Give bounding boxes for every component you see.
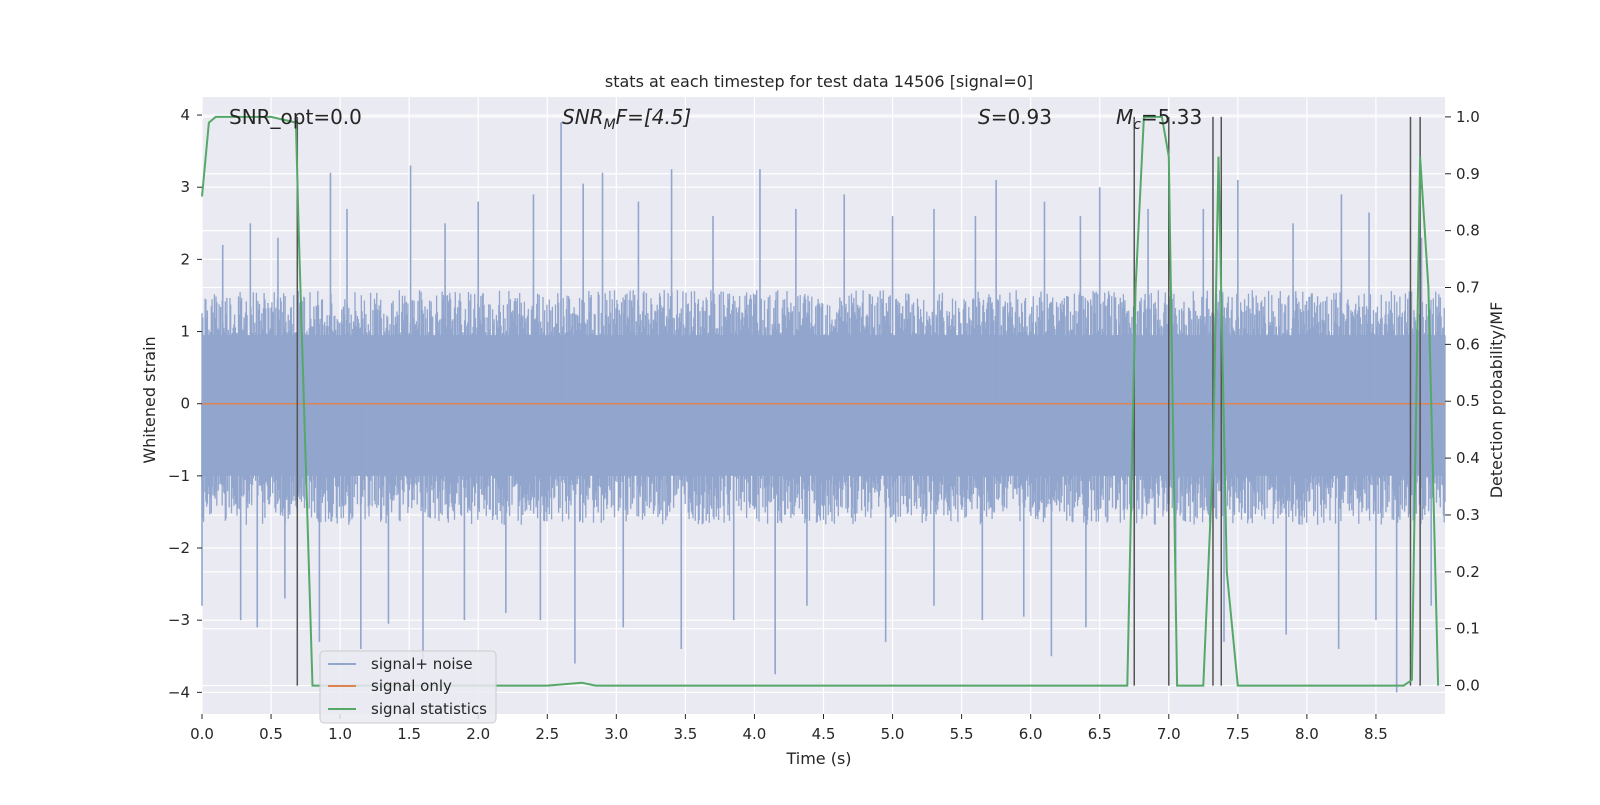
x-tick-label: 5.0 bbox=[881, 725, 905, 743]
y-right-tick-label: 0.7 bbox=[1456, 279, 1480, 297]
y-left-tick-label: 3 bbox=[180, 178, 190, 196]
noise-series bbox=[201, 122, 1446, 693]
annotation-mc-value: =5.33 bbox=[1141, 105, 1202, 129]
y-right-tick-label: 0.2 bbox=[1456, 563, 1480, 581]
y-left-tick-label: 2 bbox=[180, 250, 190, 268]
annotation-s-label: S bbox=[978, 105, 991, 129]
annotation-mc-sub: c bbox=[1133, 117, 1141, 133]
legend-label-statistics: signal statistics bbox=[371, 700, 487, 718]
x-tick-label: 5.5 bbox=[950, 725, 974, 743]
x-tick-label: 3.5 bbox=[673, 725, 697, 743]
y-left-axis-label: Whitened strain bbox=[140, 336, 159, 463]
x-tick-label: 3.0 bbox=[604, 725, 628, 743]
annotation-s: S=0.93 bbox=[978, 105, 1052, 129]
y-right-axis-ticks: 0.0 0.1 0.2 0.3 0.4 0.5 0.6 0.7 0.8 0.9 1.0 bbox=[1445, 108, 1480, 695]
x-axis-label: Time (s) bbox=[785, 749, 851, 768]
annotation-snr-mf-label: SNR bbox=[562, 105, 604, 129]
x-tick-label: 8.5 bbox=[1364, 725, 1388, 743]
signal-statistics-series bbox=[201, 115, 1440, 687]
x-tick-label: 2.0 bbox=[466, 725, 490, 743]
x-tick-label: 8.0 bbox=[1295, 725, 1319, 743]
x-tick-label: 7.0 bbox=[1157, 725, 1181, 743]
annotation-snr-mf-sub: M bbox=[604, 117, 616, 133]
x-axis-ticks: 0.0 0.5 1.0 1.5 2.0 2.5 3.0 3.5 4.0 4.5 5.0 5.5 6.0 6… bbox=[190, 714, 1388, 743]
y-right-tick-label: 0.9 bbox=[1456, 165, 1480, 183]
y-right-tick-label: 0.6 bbox=[1456, 335, 1480, 353]
annotation-snr-mf: SNRMF=[4.5] bbox=[562, 105, 691, 133]
y-right-tick-label: 0.4 bbox=[1456, 449, 1480, 467]
legend-label-signal-only: signal only bbox=[371, 677, 452, 695]
annotation-mc: Mc=5.33 bbox=[1116, 105, 1202, 133]
x-tick-label: 2.5 bbox=[535, 725, 559, 743]
annotation-snr-opt: SNR_opt=0.0 bbox=[229, 105, 362, 129]
x-tick-label: 0.5 bbox=[259, 725, 283, 743]
y-left-axis-ticks: −4 −3 −2 −1 0 1 2 3 4 bbox=[168, 106, 202, 701]
legend-box bbox=[319, 650, 497, 724]
y-left-tick-label: 0 bbox=[180, 395, 190, 413]
x-tick-label: 1.0 bbox=[328, 725, 352, 743]
annotation-s-value: =0.93 bbox=[991, 105, 1052, 129]
x-tick-label: 4.5 bbox=[812, 725, 836, 743]
y-left-tick-label: −2 bbox=[168, 539, 190, 557]
legend: signal+ noise signal only signal statist… bbox=[319, 650, 497, 724]
legend-label-noise: signal+ noise bbox=[371, 655, 473, 673]
x-tick-label: 6.5 bbox=[1088, 725, 1112, 743]
x-tick-label: 1.5 bbox=[397, 725, 421, 743]
y-left-tick-label: −4 bbox=[168, 683, 190, 701]
y-right-tick-label: 0.1 bbox=[1456, 620, 1480, 638]
y-left-tick-label: 1 bbox=[180, 323, 190, 341]
y-right-tick-label: 0.5 bbox=[1456, 392, 1480, 410]
x-tick-label: 0.0 bbox=[190, 725, 214, 743]
y-right-tick-label: 0.0 bbox=[1456, 677, 1480, 695]
x-tick-label: 4.0 bbox=[743, 725, 767, 743]
y-left-tick-label: −1 bbox=[168, 467, 190, 485]
signal-statistics-line bbox=[201, 115, 1440, 687]
y-left-tick-label: 4 bbox=[180, 106, 190, 124]
y-right-axis-label: Detection probability/MF bbox=[1487, 302, 1506, 499]
annotation-snr-mf-rest: F=[4.5] bbox=[616, 105, 692, 129]
chart-title: stats at each timestep for test data 145… bbox=[605, 72, 1033, 91]
x-tick-label: 6.0 bbox=[1019, 725, 1043, 743]
annotation-mc-label: M bbox=[1116, 105, 1133, 129]
y-right-tick-label: 0.8 bbox=[1456, 222, 1480, 240]
x-tick-label: 7.5 bbox=[1226, 725, 1250, 743]
y-left-tick-label: −3 bbox=[168, 611, 190, 629]
y-right-tick-label: 1.0 bbox=[1456, 108, 1480, 126]
y-right-tick-label: 0.3 bbox=[1456, 506, 1480, 524]
